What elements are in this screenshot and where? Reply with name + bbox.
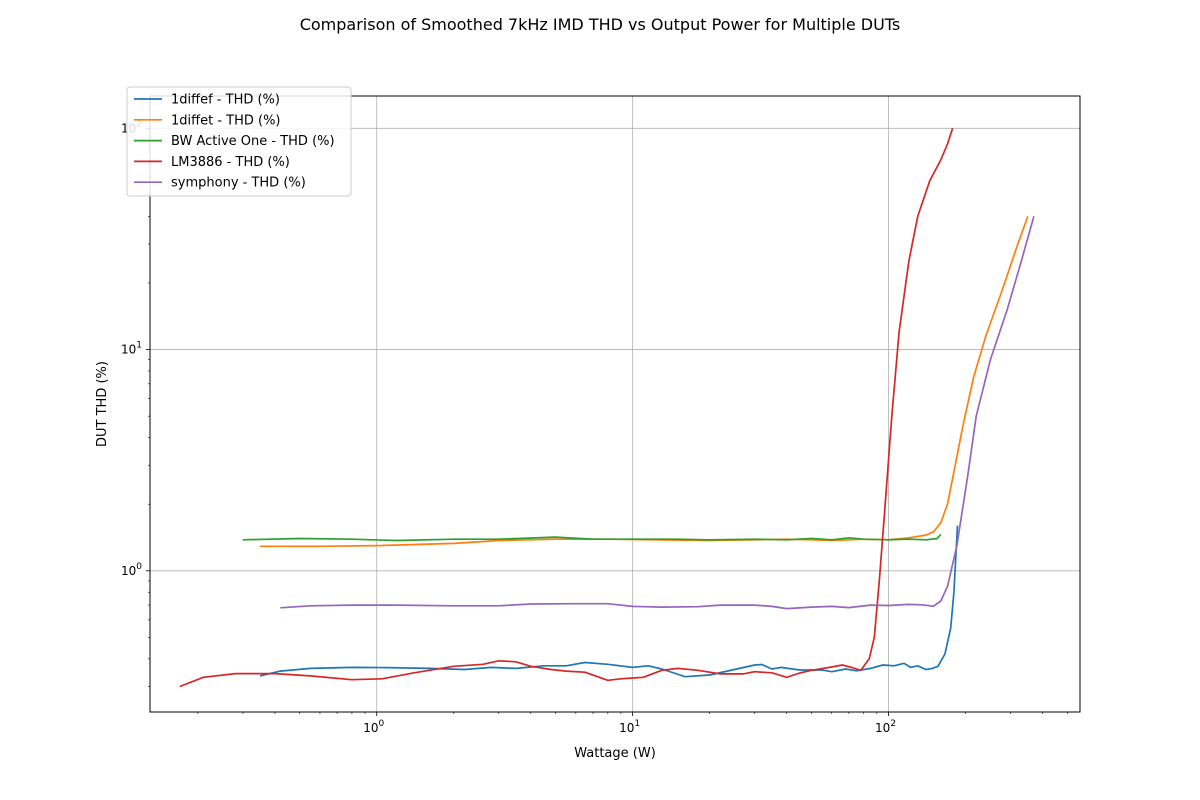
plot-frame bbox=[149, 95, 1081, 713]
legend: 1diffef - THD (%) 1diffet - THD (%) BW Act… bbox=[126, 86, 352, 197]
y-tick-label: 101 bbox=[121, 341, 142, 357]
x-axis-label: Wattage (W) bbox=[574, 746, 656, 761]
series-line bbox=[259, 525, 959, 678]
legend-label: symphony - THD (%) bbox=[171, 176, 306, 191]
legend-label: BW Active One - THD (%) bbox=[171, 134, 335, 149]
x-tick-label: 101 bbox=[619, 719, 640, 735]
y-axis-label: DUT THD (%) bbox=[95, 361, 110, 447]
series-line bbox=[260, 216, 1029, 548]
series-line bbox=[280, 216, 1035, 610]
series-line bbox=[179, 128, 954, 688]
plot-series bbox=[179, 128, 1035, 688]
y-tick-label: 100 bbox=[121, 562, 142, 578]
x-tick-label: 102 bbox=[875, 719, 896, 735]
x-tick-label: 100 bbox=[363, 719, 384, 735]
axis-ticks: 100101102100101102 bbox=[121, 119, 1068, 735]
legend-label: 1diffef - THD (%) bbox=[171, 93, 280, 108]
legend-box bbox=[126, 86, 352, 197]
legend-label: LM3886 - THD (%) bbox=[171, 155, 290, 170]
chart-title: Comparison of Smoothed 7kHz IMD THD vs O… bbox=[300, 15, 901, 34]
series-line bbox=[242, 533, 942, 542]
legend-label: 1diffet - THD (%) bbox=[171, 113, 281, 128]
